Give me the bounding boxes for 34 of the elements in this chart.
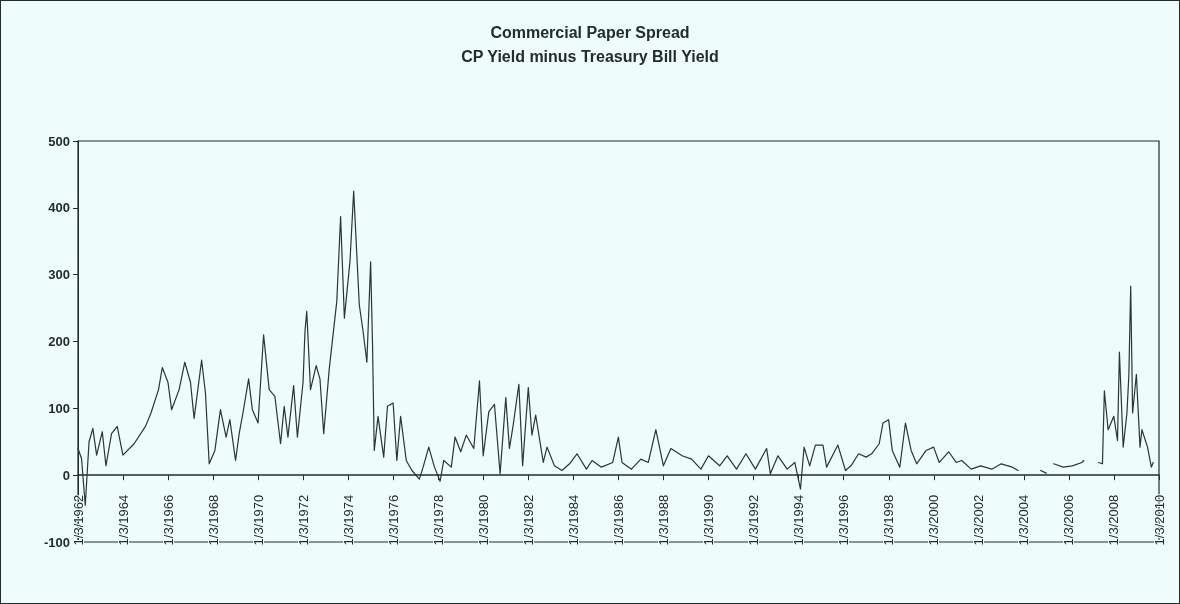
x-tick-label: 1/3/2008 [1106, 494, 1122, 546]
x-tick-label: 1/3/1980 [475, 494, 491, 546]
x-tick-label: 1/3/1982 [520, 494, 536, 546]
y-tick-label: 200 [48, 334, 70, 349]
x-tick-label: 1/3/1986 [611, 494, 626, 546]
x-tick-label: 1/3/1970 [250, 494, 266, 546]
x-tick-label: 1/3/1984 [565, 494, 581, 546]
x-tick-label: 1/3/2002 [971, 494, 987, 546]
y-tick-label: 300 [48, 267, 70, 283]
x-tick-label: 1/3/1998 [881, 494, 897, 546]
x-tick-label: 1/3/1964 [115, 494, 131, 546]
x-tick-label: 1/3/1972 [295, 494, 311, 546]
x-tick-label: 1/3/1992 [746, 494, 762, 546]
x-tick-label: 1/3/2010 [1151, 494, 1167, 546]
y-tick-label: 500 [48, 133, 70, 149]
chart-subtitle: CP Yield minus Treasury Bill Yield [461, 47, 719, 65]
y-tick-label: 400 [48, 200, 70, 216]
chart-title: Commercial Paper Spread [490, 23, 690, 41]
x-tick-label: 1/3/1996 [836, 494, 852, 546]
x-tick-label: 1/3/1990 [701, 494, 717, 546]
y-tick-label: 0 [62, 467, 70, 483]
x-tick-label: 1/3/1978 [430, 494, 446, 546]
x-tick-label: 1/3/1968 [205, 494, 221, 546]
x-tick-label: 1/3/1976 [385, 494, 401, 546]
x-tick-label: 1/3/2006 [1061, 494, 1077, 546]
x-tick-label: 1/3/1974 [340, 494, 356, 546]
x-tick-label: 1/3/2000 [926, 494, 942, 546]
x-tick-label: 1/3/1988 [656, 494, 672, 546]
y-tick-label: -100 [43, 534, 70, 550]
x-tick-label: 1/3/1962 [70, 494, 86, 546]
y-tick-label: 100 [48, 400, 70, 416]
x-tick-label: 1/3/1994 [791, 494, 807, 546]
x-tick-label: 1/3/2004 [1016, 494, 1032, 546]
x-tick-label: 1/3/1966 [160, 494, 176, 546]
